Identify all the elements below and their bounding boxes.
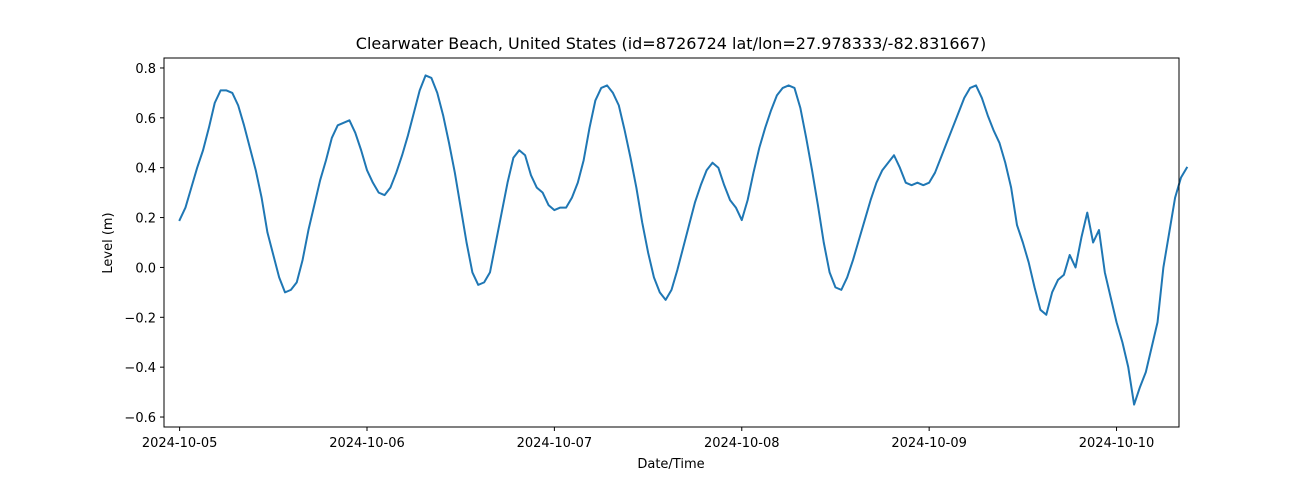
x-tick-label: 2024-10-07	[517, 436, 593, 451]
x-tick-label: 2024-10-06	[329, 436, 405, 451]
x-tick-label: 2024-10-09	[891, 436, 967, 451]
x-axis-label: Date/Time	[637, 457, 704, 472]
y-tick-label: 0.6	[135, 112, 156, 127]
y-tick-label: 0.0	[135, 261, 156, 276]
y-axis-label: Level (m)	[101, 212, 116, 273]
x-tick-label: 2024-10-05	[142, 436, 218, 451]
y-tick-label: 0.8	[135, 62, 156, 77]
x-tick-label: 2024-10-10	[1079, 436, 1155, 451]
y-tick-label: −0.4	[124, 361, 156, 376]
axes-frame	[163, 57, 1180, 428]
chart-title: Clearwater Beach, United States (id=8726…	[356, 34, 986, 53]
y-tick-label: −0.6	[124, 411, 156, 426]
plot-area: −0.6 −0.4 −0.2 0.0 0.2 0.4 0.6 0.8 2024-10-05 202…	[124, 57, 1189, 451]
y-tick-label: 0.4	[135, 162, 156, 177]
y-tick-label: 0.2	[135, 212, 156, 227]
x-tick-label: 2024-10-08	[704, 436, 780, 451]
series-line-0	[178, 74, 1189, 406]
y-tick-label: −0.2	[124, 311, 156, 326]
